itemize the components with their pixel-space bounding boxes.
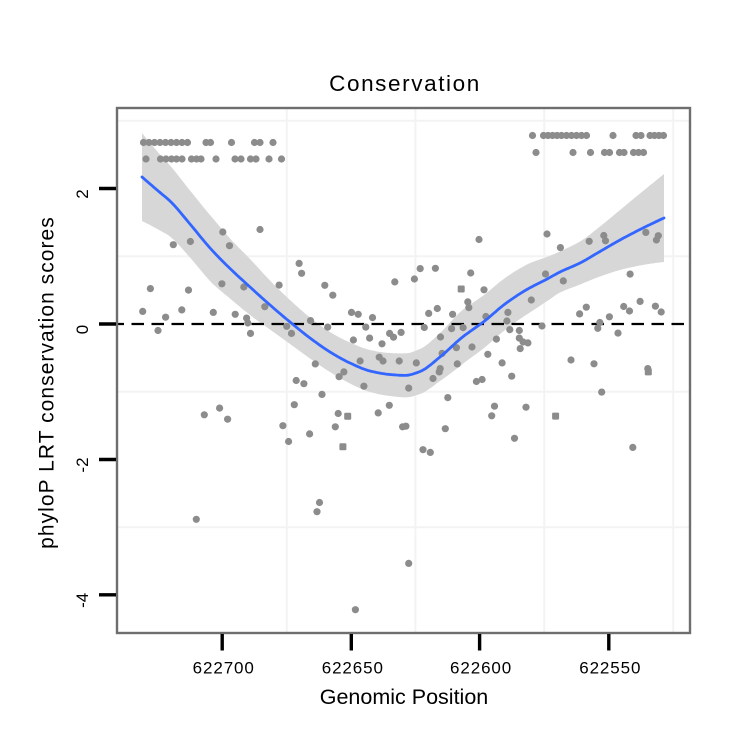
svg-text:2: 2 <box>73 189 92 198</box>
svg-text:622650: 622650 <box>322 659 384 678</box>
svg-text:Conservation: Conservation <box>329 71 481 96</box>
svg-text:-2: -2 <box>73 457 92 472</box>
svg-text:622550: 622550 <box>579 659 641 678</box>
svg-text:-4: -4 <box>73 593 92 608</box>
svg-text:622600: 622600 <box>450 659 512 678</box>
svg-text:0: 0 <box>73 325 92 334</box>
svg-text:622700: 622700 <box>193 659 255 678</box>
svg-text:Genomic Position: Genomic Position <box>320 685 489 709</box>
svg-text:phyloP LRT conservation scores: phyloP LRT conservation scores <box>36 216 59 549</box>
